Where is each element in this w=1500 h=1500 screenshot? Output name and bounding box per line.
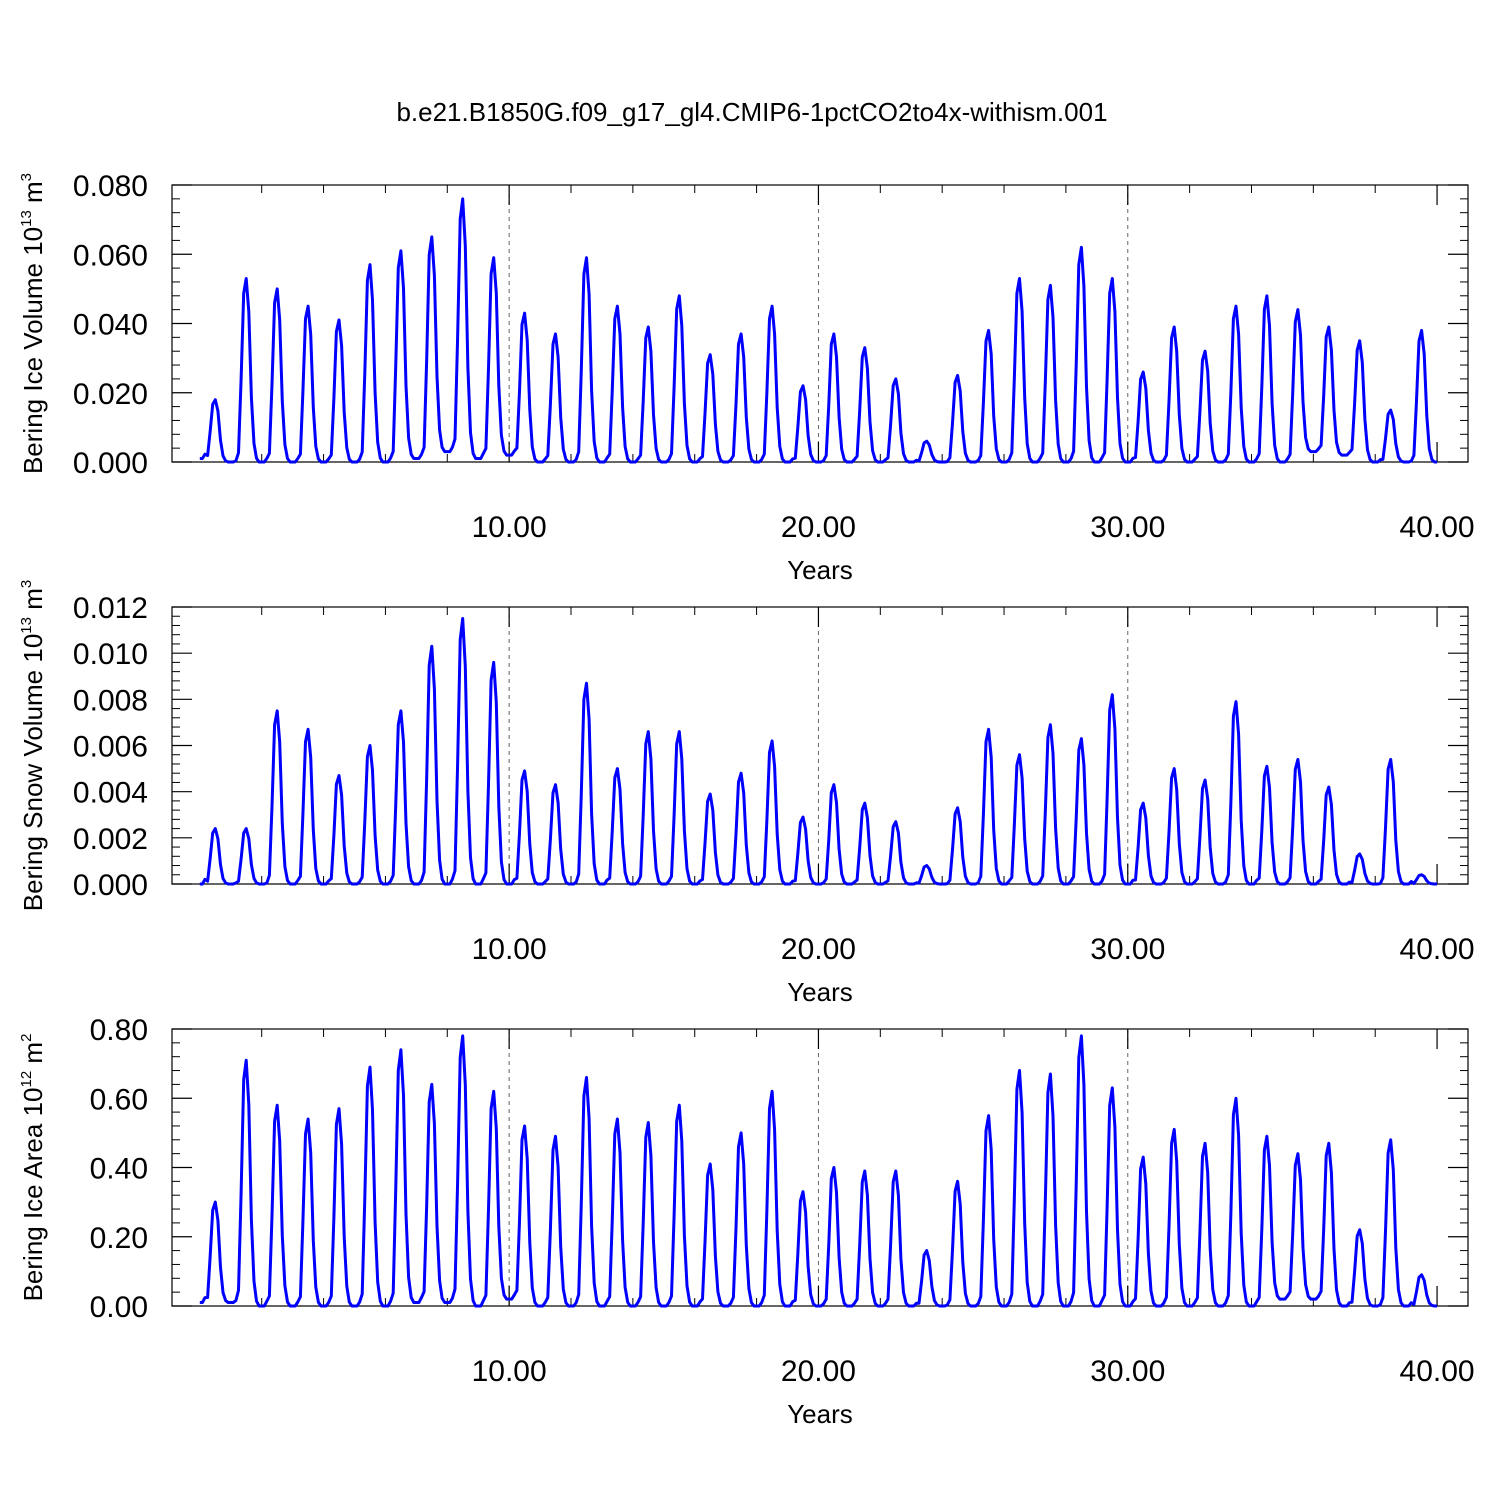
plot-frame: [171, 606, 1469, 885]
x-tick-label: 40.00: [1400, 933, 1475, 966]
series-line: [199, 1034, 1438, 1308]
x-tick-label: 20.00: [781, 933, 856, 966]
y-axis-label: Bering Snow Volume 1013 m3: [18, 580, 48, 911]
y-tick-label: 0.080: [73, 170, 148, 203]
y-tick-label: 0.20: [90, 1222, 148, 1255]
x-tick-label: 20.00: [781, 511, 856, 544]
x-tick-label: 20.00: [781, 1355, 856, 1388]
y-tick-label: 0.000: [73, 447, 148, 480]
y-tick-label: 0.040: [73, 309, 148, 342]
y-tick-label: 0.006: [73, 731, 148, 764]
y-tick-label: 0.060: [73, 239, 148, 272]
x-tick-label: 30.00: [1090, 933, 1165, 966]
x-tick-label: 10.00: [472, 1355, 547, 1388]
y-axis-label: Bering Ice Area 1012 m2: [18, 1034, 48, 1302]
y-tick-label: 0.008: [73, 684, 148, 717]
y-tick-label: 0.60: [90, 1083, 148, 1116]
y-axis-label: Bering Ice Volume 1013 m3: [18, 173, 48, 474]
y-tick-label: 0.00: [90, 1291, 148, 1324]
y-tick-label: 0.80: [90, 1014, 148, 1047]
panel-2: 0.000 0.002 0.004 0.006 0.008 0.010 0.012 10.00…: [18, 580, 1475, 1007]
x-tick-label: 30.00: [1090, 511, 1165, 544]
y-tick-label: 0.002: [73, 823, 148, 856]
panel-1: 0.000 0.020 0.040 0.060 0.080 10.00 20.00 30.00…: [18, 170, 1475, 585]
x-tick-label: 10.00: [472, 933, 547, 966]
chart-title: b.e21.B1850G.f09_g17_gl4.CMIP6-1pctCO2to…: [396, 97, 1107, 127]
y-tick-label: 0.012: [73, 592, 148, 625]
x-tick-label: 30.00: [1090, 1355, 1165, 1388]
series-line: [199, 197, 1438, 464]
x-tick-label: 40.00: [1400, 511, 1475, 544]
y-tick-label: 0.000: [73, 869, 148, 902]
series-line: [199, 617, 1438, 886]
panel-3: 0.00 0.20 0.40 0.60 0.80 10.00 20.00 30.00 40.00…: [18, 1014, 1475, 1429]
x-tick-label: 40.00: [1400, 1355, 1475, 1388]
x-axis-label: Years: [787, 555, 853, 585]
y-tick-label: 0.40: [90, 1153, 148, 1186]
y-tick-label: 0.020: [73, 378, 148, 411]
y-tick-label: 0.010: [73, 638, 148, 671]
x-tick-label: 10.00: [472, 511, 547, 544]
x-axis-label: Years: [787, 1399, 853, 1429]
y-tick-label: 0.004: [73, 777, 148, 810]
x-axis-label: Years: [787, 977, 853, 1007]
